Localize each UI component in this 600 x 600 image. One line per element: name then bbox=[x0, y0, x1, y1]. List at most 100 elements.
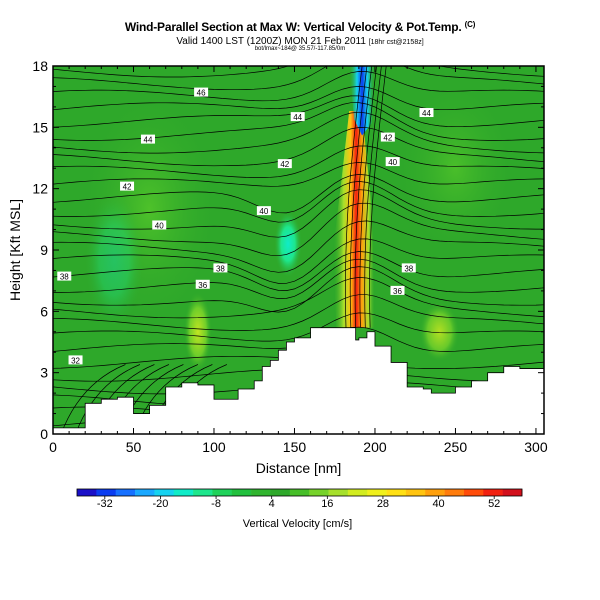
theta-contour-line bbox=[60, 364, 126, 434]
contour-label-text: 40 bbox=[155, 221, 164, 230]
colorbar-tick-label: 52 bbox=[488, 498, 500, 510]
contour-label: 38 bbox=[213, 263, 228, 273]
theta-contour-line bbox=[53, 258, 544, 299]
forecast-note: [18hr cst@2158z] bbox=[368, 39, 424, 46]
chart-subtitle-2: bot/lmax~184@ 35.57/-117.85/0m bbox=[254, 46, 346, 52]
colorbar-swatch bbox=[483, 489, 503, 496]
theta-contour-line bbox=[53, 277, 544, 319]
colorbar-swatch bbox=[115, 489, 136, 496]
theta-contour-line bbox=[53, 66, 544, 91]
y-tick-label: 9 bbox=[40, 242, 48, 258]
theta-contour-line bbox=[53, 251, 544, 291]
contour-label-box bbox=[194, 87, 209, 97]
theta-contour-line bbox=[53, 145, 544, 178]
chart-title: Wind-Parallel Section at Max W: Vertical… bbox=[0, 20, 600, 34]
x-axis-label: Distance [nm] bbox=[256, 460, 342, 476]
theta-contour-line bbox=[53, 127, 544, 167]
theta-contour-line bbox=[53, 86, 544, 111]
contour-label-text: 36 bbox=[393, 287, 402, 296]
contour-label: 42 bbox=[120, 181, 135, 192]
contour-label: 38 bbox=[401, 263, 416, 273]
contour-label: 40 bbox=[256, 206, 271, 216]
y-tick-label: 15 bbox=[32, 119, 48, 135]
colorbar-swatch bbox=[77, 489, 97, 496]
contour-label-box bbox=[290, 112, 305, 122]
y-tick-label: 3 bbox=[40, 365, 48, 381]
colorbar-tick-label: -32 bbox=[97, 498, 113, 510]
contour-label-text: 36 bbox=[198, 281, 207, 290]
x-tick-label: 300 bbox=[524, 439, 548, 455]
contour-label: 40 bbox=[152, 220, 167, 230]
theta-contour-line bbox=[53, 71, 544, 102]
weak-updraft-region bbox=[419, 301, 460, 362]
contour-label-text: 40 bbox=[388, 158, 397, 167]
contour-label-text: 38 bbox=[216, 264, 225, 273]
contour-label-box bbox=[256, 206, 271, 216]
contour-label-box bbox=[419, 108, 434, 118]
contour-label-text: 40 bbox=[259, 207, 268, 216]
colorbar-swatch bbox=[328, 489, 349, 496]
colorbar-tick-label: 28 bbox=[377, 498, 389, 510]
contour-label: 36 bbox=[195, 279, 210, 290]
colorbar-label: Vertical Velocity [cm/s] bbox=[243, 518, 352, 530]
downdraft-region bbox=[84, 190, 145, 331]
contour-label: 32 bbox=[68, 355, 83, 365]
contour-label: 42 bbox=[277, 159, 292, 169]
colorbar-swatch bbox=[251, 489, 271, 496]
contour-label-box bbox=[195, 279, 210, 289]
colorbar-swatch bbox=[231, 489, 252, 496]
contour-label-text: 32 bbox=[71, 356, 80, 365]
colorbar-swatch bbox=[444, 489, 465, 496]
x-tick-label: 50 bbox=[126, 439, 142, 455]
terrain-mask bbox=[52, 327, 545, 435]
y-tick-label: 12 bbox=[32, 181, 48, 197]
colorbar-swatch bbox=[270, 489, 291, 496]
colorbar-swatch bbox=[193, 489, 213, 496]
y-tick-label: 6 bbox=[40, 303, 48, 319]
chart-title-text: Wind-Parallel Section at Max W: Vertical… bbox=[124, 20, 462, 34]
weak-updraft-region bbox=[183, 291, 212, 372]
colorbar-tick-label: -20 bbox=[152, 498, 168, 510]
theta-contour-line bbox=[345, 66, 363, 328]
contour-label: 44 bbox=[140, 134, 155, 145]
theta-contour-line bbox=[53, 174, 544, 214]
theta-contour-line bbox=[359, 66, 377, 328]
colorbar-swatch bbox=[425, 489, 445, 496]
theta-contour-line bbox=[369, 66, 387, 328]
contour-label-box bbox=[57, 271, 72, 281]
y-tick-label: 18 bbox=[32, 58, 48, 74]
copyright-mark: (C) bbox=[464, 20, 476, 29]
colorbar-swatch bbox=[309, 489, 329, 496]
contour-label-text: 44 bbox=[422, 109, 431, 118]
x-tick-label: 250 bbox=[444, 439, 468, 455]
colorbar-swatch bbox=[367, 489, 387, 496]
contour-label: 36 bbox=[390, 285, 405, 296]
colorbar-tick-label: -8 bbox=[211, 498, 221, 510]
x-tick-label: 200 bbox=[363, 439, 387, 455]
contour-label-box bbox=[120, 181, 135, 191]
contour-label-text: 42 bbox=[123, 183, 132, 192]
theta-contour-line bbox=[53, 25, 544, 64]
theta-contour-line bbox=[53, 162, 544, 187]
y-axis-label: Height [Kft MSL] bbox=[7, 199, 23, 301]
colorbar-swatch bbox=[405, 489, 426, 496]
contour-label-box bbox=[385, 157, 400, 167]
contour-label: 44 bbox=[419, 108, 434, 118]
colorbar-swatch bbox=[347, 489, 368, 496]
chart-subtitle: Valid 1400 LST (1200Z) MON 21 Feb 2011 [… bbox=[0, 36, 600, 47]
contour-label-text: 38 bbox=[404, 264, 413, 273]
colorbar-swatch bbox=[96, 489, 116, 496]
theta-contour-line bbox=[53, 220, 544, 273]
contour-label-text: 38 bbox=[60, 273, 69, 282]
downdraft-plume bbox=[349, 66, 375, 136]
contour-label-box bbox=[277, 159, 292, 169]
colorbar-swatch bbox=[386, 489, 407, 496]
contour-label-box bbox=[213, 263, 228, 273]
colorbar-frame bbox=[76, 488, 523, 497]
theta-contour-line bbox=[53, 189, 544, 238]
x-tick-label: 0 bbox=[49, 439, 57, 455]
contour-label-box bbox=[68, 355, 83, 365]
contour-label: 38 bbox=[57, 271, 72, 282]
